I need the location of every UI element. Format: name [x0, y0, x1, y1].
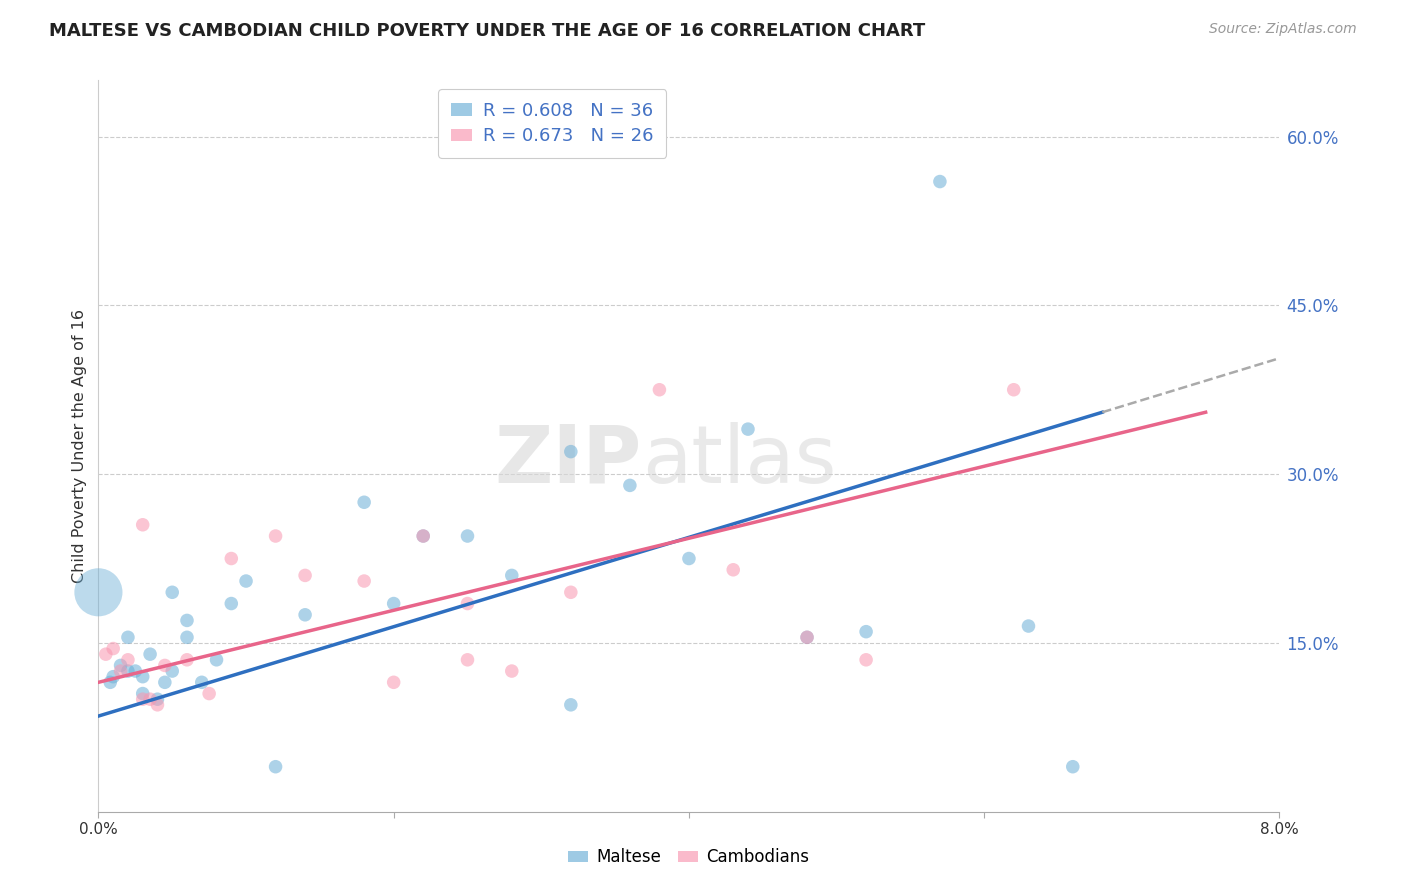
Point	[219, 551, 242, 566]
Point	[501, 568, 523, 582]
Point	[110, 658, 132, 673]
Point	[412, 529, 434, 543]
Point	[153, 658, 176, 673]
Point	[796, 630, 818, 644]
Point	[928, 175, 950, 189]
Point	[132, 692, 155, 706]
Legend: Maltese, Cambodians: Maltese, Cambodians	[561, 841, 817, 873]
Point	[103, 670, 125, 684]
Point	[146, 692, 169, 706]
Point	[855, 624, 877, 639]
Point	[162, 664, 183, 678]
Point	[412, 529, 434, 543]
Point	[176, 630, 198, 644]
Point	[191, 675, 214, 690]
Point	[87, 585, 110, 599]
Point	[1017, 619, 1039, 633]
Point	[1002, 383, 1025, 397]
Point	[1062, 760, 1084, 774]
Point	[176, 614, 198, 628]
Text: MALTESE VS CAMBODIAN CHILD POVERTY UNDER THE AGE OF 16 CORRELATION CHART: MALTESE VS CAMBODIAN CHILD POVERTY UNDER…	[49, 22, 925, 40]
Point	[176, 653, 198, 667]
Point	[139, 647, 162, 661]
Text: Source: ZipAtlas.com: Source: ZipAtlas.com	[1209, 22, 1357, 37]
Point	[678, 551, 700, 566]
Point	[264, 529, 287, 543]
Point	[117, 653, 139, 667]
Point	[382, 675, 405, 690]
Point	[205, 653, 228, 667]
Y-axis label: Child Poverty Under the Age of 16: Child Poverty Under the Age of 16	[72, 309, 87, 583]
Point	[132, 517, 155, 532]
Text: atlas: atlas	[641, 422, 837, 500]
Point	[103, 641, 125, 656]
Point	[353, 574, 375, 588]
Point	[117, 664, 139, 678]
Point	[124, 664, 146, 678]
Point	[264, 760, 287, 774]
Point	[619, 478, 641, 492]
Point	[501, 664, 523, 678]
Point	[235, 574, 257, 588]
Point	[648, 383, 671, 397]
Point	[560, 585, 582, 599]
Point	[721, 563, 744, 577]
Point	[382, 597, 405, 611]
Point	[153, 675, 176, 690]
Point	[560, 444, 582, 458]
Point	[294, 607, 316, 622]
Point	[198, 687, 221, 701]
Point	[94, 647, 117, 661]
Point	[219, 597, 242, 611]
Point	[560, 698, 582, 712]
Point	[353, 495, 375, 509]
Point	[855, 653, 877, 667]
Point	[294, 568, 316, 582]
Point	[139, 692, 162, 706]
Point	[456, 597, 478, 611]
Point	[117, 630, 139, 644]
Point	[456, 529, 478, 543]
Point	[456, 653, 478, 667]
Point	[146, 698, 169, 712]
Point	[110, 664, 132, 678]
Point	[737, 422, 759, 436]
Point	[162, 585, 183, 599]
Text: ZIP: ZIP	[495, 422, 641, 500]
Point	[132, 670, 155, 684]
Point	[796, 630, 818, 644]
Point	[132, 687, 155, 701]
Point	[98, 675, 121, 690]
